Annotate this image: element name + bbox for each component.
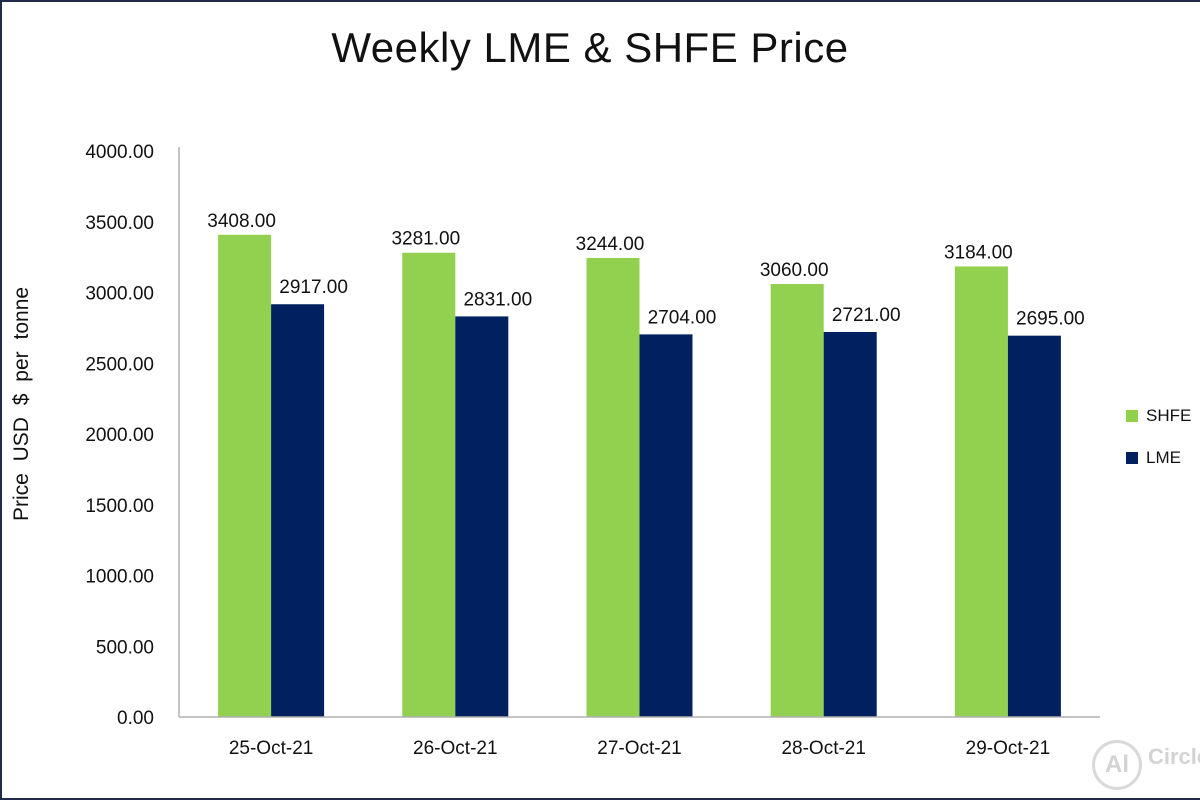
data-label-shfe: 3408.00 (207, 211, 276, 232)
bar-lme (1007, 335, 1061, 717)
legend-swatch-shfe (1126, 410, 1138, 422)
y-tick-label: 2500.00 (85, 354, 154, 375)
data-label-shfe: 3244.00 (576, 234, 645, 255)
bar-shfe (218, 234, 272, 717)
y-tick-label: 2000.00 (85, 425, 154, 446)
alcircle-watermark-logo: Al Circle (1092, 738, 1200, 796)
x-tick-label: 29-Oct-21 (966, 738, 1050, 759)
y-tick-label: 3500.00 (85, 213, 154, 234)
bar-lme (639, 334, 693, 717)
y-tick-label: 0.00 (117, 708, 154, 729)
x-tick-label: 26-Oct-21 (413, 738, 497, 759)
data-label-lme: 2695.00 (1016, 309, 1085, 330)
legend-swatch-lme (1126, 452, 1138, 464)
data-label-lme: 2704.00 (648, 307, 717, 328)
watermark-brand-text: Circle (1148, 744, 1200, 769)
legend-item-lme: LME (1126, 448, 1191, 468)
y-tick-label: 1000.00 (85, 567, 154, 588)
legend: SHFE LME (1126, 406, 1191, 490)
bar-shfe (586, 257, 640, 717)
x-tick-label: 27-Oct-21 (597, 738, 681, 759)
y-tick-label: 3000.00 (85, 284, 154, 305)
legend-item-shfe: SHFE (1126, 406, 1191, 426)
bar-lme (271, 304, 325, 717)
watermark-circle-icon: Al (1092, 740, 1142, 790)
chart-title: Weekly LME & SHFE Price (331, 24, 849, 71)
data-label-lme: 2917.00 (279, 277, 348, 298)
data-label-lme: 2721.00 (832, 305, 901, 326)
y-tick-label: 1500.00 (85, 496, 154, 517)
bar-shfe (954, 266, 1008, 717)
bar-shfe (770, 284, 824, 717)
legend-label-lme: LME (1146, 448, 1181, 467)
bar-lme (823, 331, 877, 717)
x-tick-label: 25-Oct-21 (229, 738, 313, 759)
y-tick-label: 4000.00 (85, 142, 154, 163)
y-tick-label: 500.00 (96, 637, 154, 658)
data-label-shfe: 3184.00 (944, 242, 1013, 263)
legend-label-shfe: SHFE (1146, 406, 1192, 425)
bar-shfe (402, 252, 456, 717)
x-tick-label: 28-Oct-21 (781, 738, 865, 759)
data-label-lme: 2831.00 (463, 289, 532, 310)
data-label-shfe: 3281.00 (391, 229, 460, 250)
data-label-shfe: 3060.00 (760, 260, 829, 281)
bar-lme (455, 316, 509, 717)
